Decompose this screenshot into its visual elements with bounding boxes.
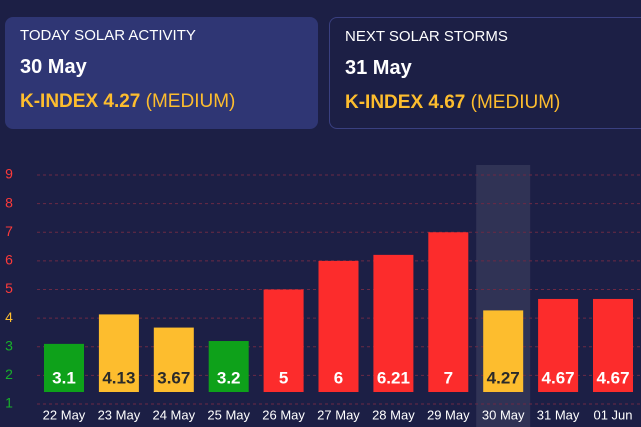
value-label: 4.67 [542, 368, 575, 387]
y-tick-label: 5 [5, 280, 13, 296]
value-label: 3.2 [217, 368, 241, 387]
value-label: 4.13 [102, 368, 135, 387]
card-label: NEXT SOLAR STORMS [345, 28, 508, 45]
value-label: 4.27 [487, 368, 520, 387]
card-date: 31 May [345, 57, 412, 79]
x-tick-label: 24 May [152, 407, 195, 422]
value-label: 6 [334, 368, 343, 387]
card-kindex: K-INDEX 4.67 (MEDIUM) [345, 92, 626, 114]
bar [373, 254, 414, 392]
card-kindex: K-INDEX 4.27 (MEDIUM) [20, 91, 303, 113]
y-tick-label: 7 [5, 223, 13, 239]
y-tick-label: 8 [5, 194, 13, 210]
card-label: TODAY SOLAR ACTIVITY [20, 27, 196, 44]
bar [208, 341, 249, 392]
y-tick-label: 1 [5, 395, 13, 411]
y-tick-label: 9 [5, 166, 13, 182]
x-tick-label: 25 May [207, 407, 250, 422]
bar [538, 298, 579, 392]
x-tick-label: 31 May [537, 407, 580, 422]
value-label: 7 [444, 368, 453, 387]
x-tick-label: 30 May [482, 407, 525, 422]
value-label: 4.67 [596, 368, 629, 387]
x-tick-label: 29 May [427, 407, 470, 422]
y-tick-label: 6 [5, 252, 13, 268]
x-tick-label: 22 May [43, 407, 86, 422]
x-tick-label: 27 May [317, 407, 360, 422]
kindex-level: (MEDIUM) [470, 92, 561, 113]
value-label: 3.67 [157, 368, 190, 387]
value-label: 6.21 [377, 368, 410, 387]
y-tick-label: 4 [5, 309, 13, 325]
next-card: NEXT SOLAR STORMS 31 May K-INDEX 4.67 (M… [329, 17, 641, 129]
y-tick-label: 3 [5, 337, 13, 353]
bar [483, 310, 524, 392]
kindex-value: K-INDEX 4.67 [345, 92, 466, 113]
x-tick-label: 23 May [98, 407, 141, 422]
y-tick-label: 2 [5, 366, 13, 382]
kindex-value: K-INDEX 4.27 [20, 91, 141, 112]
value-label: 5 [279, 368, 288, 387]
bar [44, 343, 84, 392]
x-tick-label: 28 May [372, 407, 415, 422]
bar [263, 289, 304, 392]
bar [318, 260, 359, 392]
x-tick-label: 26 May [262, 407, 305, 422]
bar [153, 327, 194, 392]
value-label: 3.1 [52, 368, 76, 387]
today-card: TODAY SOLAR ACTIVITY 30 May K-INDEX 4.27… [5, 17, 318, 129]
kindex-level: (MEDIUM) [145, 91, 236, 112]
bar [98, 314, 139, 392]
x-tick-label: 01 Jun [593, 407, 632, 422]
card-date: 30 May [20, 56, 87, 78]
bar [593, 298, 633, 392]
bar [428, 232, 469, 392]
